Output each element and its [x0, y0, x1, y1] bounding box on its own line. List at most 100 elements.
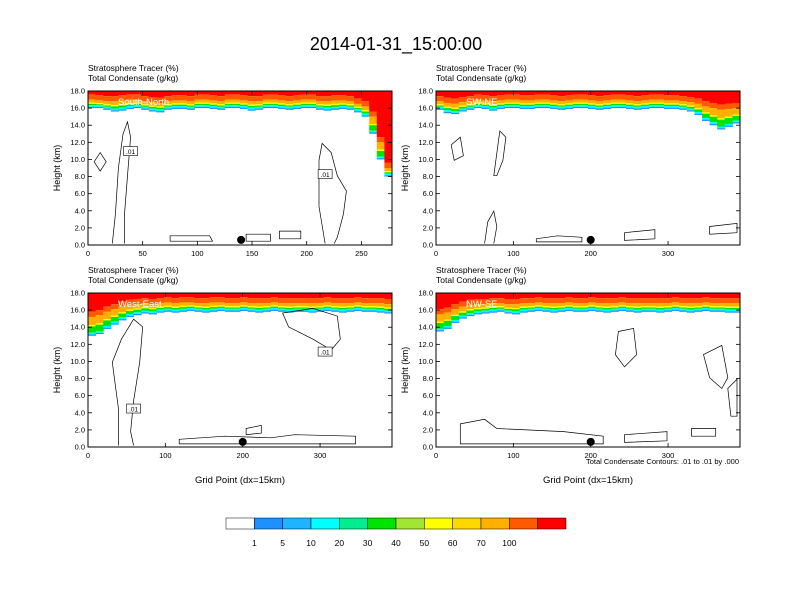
tracer-cell [156, 97, 165, 103]
tracer-cell [270, 309, 279, 311]
tracer-cell [308, 306, 317, 308]
tracer-cell [557, 308, 566, 311]
tracer-cell [171, 105, 180, 108]
tracer-cell [209, 107, 218, 109]
colorbar-segment [282, 517, 312, 530]
tracer-cell [671, 302, 680, 306]
tracer-cell [732, 120, 741, 123]
tracer-cell [466, 96, 475, 102]
x-tick-label: 100 [507, 451, 520, 460]
tracer-cell [648, 106, 657, 109]
tracer-cell [626, 310, 635, 312]
tracer-cell [504, 310, 513, 313]
tracer-cell [519, 293, 528, 299]
tracer-cell [88, 332, 97, 335]
tracer-cell [126, 104, 135, 106]
tracer-cell [361, 298, 370, 304]
tracer-cell [542, 105, 551, 107]
y-tick-label: 18.0 [70, 289, 85, 298]
tracer-cell [278, 104, 287, 106]
tracer-cell [671, 309, 680, 311]
tracer-cell [481, 312, 490, 314]
tracer-cell [595, 105, 604, 107]
tracer-cell [572, 103, 581, 106]
colorbar-label: 40 [391, 538, 401, 548]
tracer-cell [126, 91, 135, 95]
tracer-cell [588, 91, 597, 96]
tracer-cell [618, 106, 627, 109]
y-tick-label: 16.0 [418, 306, 433, 315]
tracer-cell [376, 309, 385, 312]
tracer-cell [316, 108, 325, 110]
tracer-cell [626, 303, 635, 307]
tracer-cell [717, 310, 726, 312]
condensate-contour [624, 229, 656, 241]
tracer-cell [656, 106, 665, 109]
tracer-cell [331, 106, 340, 109]
tracer-cell [262, 102, 271, 104]
tracer-cell [458, 317, 467, 319]
tracer-cell [679, 298, 688, 304]
tracer-cell [686, 102, 695, 106]
tracer-cell [580, 94, 589, 100]
tracer-cell [369, 91, 378, 112]
tracer-cell [194, 293, 203, 299]
tracer-cell [323, 309, 332, 311]
tracer-cell [626, 293, 635, 299]
tracer-cell [724, 91, 733, 104]
tracer-cell [103, 293, 112, 307]
tracer-cell [118, 319, 127, 321]
tracer-cell [293, 107, 302, 109]
tracer-cell [240, 305, 249, 307]
condensate-contour [178, 434, 356, 445]
tracer-cell [323, 307, 332, 310]
tracer-cell [224, 105, 233, 107]
tracer-cell [702, 119, 711, 121]
tracer-cell [527, 104, 536, 106]
tracer-cell [519, 311, 528, 313]
tracer-cell [580, 308, 589, 311]
tracer-cell [179, 100, 188, 104]
tracer-cell [458, 306, 467, 312]
tracer-cell [648, 102, 657, 104]
tracer-cell [293, 307, 302, 309]
tracer-cell [300, 91, 309, 95]
tracer-cell [300, 293, 309, 299]
tracer-cell [572, 310, 581, 312]
tracer-cell [603, 311, 612, 313]
tracer-cell [148, 108, 157, 111]
tracer-cell [110, 293, 119, 305]
x-tick-label: 0 [86, 249, 90, 258]
tracer-cell [679, 308, 688, 311]
tracer-cell [489, 109, 498, 111]
tracer-cell [186, 106, 195, 109]
tracer-cell [247, 96, 256, 102]
tracer-cell [458, 312, 467, 316]
tracer-cell [557, 293, 566, 299]
tracer-cell [686, 309, 695, 312]
tracer-cell [550, 293, 559, 299]
tracer-cell [633, 91, 642, 97]
condensate-contour [169, 235, 214, 242]
condensate-contour [493, 130, 507, 177]
tracer-cell [504, 91, 513, 95]
tracer-cell [443, 307, 452, 313]
tracer-cell [354, 109, 363, 112]
tracer-cell [633, 105, 642, 107]
tracer-cell [504, 312, 513, 314]
tracer-cell [369, 123, 378, 126]
tracer-cell [323, 306, 332, 308]
tracer-cell [232, 306, 241, 308]
tracer-cell [534, 106, 543, 109]
tracer-cell [354, 106, 363, 109]
tracer-cell [588, 306, 597, 308]
tracer-cell [346, 91, 355, 97]
tracer-cell [141, 91, 150, 97]
tracer-cell [686, 293, 695, 299]
tracer-cell [95, 332, 104, 335]
tracer-cell [550, 104, 559, 106]
tracer-cell [308, 309, 317, 312]
tracer-cell [209, 297, 218, 303]
tracer-cell [466, 108, 475, 110]
tracer-cell [626, 105, 635, 108]
